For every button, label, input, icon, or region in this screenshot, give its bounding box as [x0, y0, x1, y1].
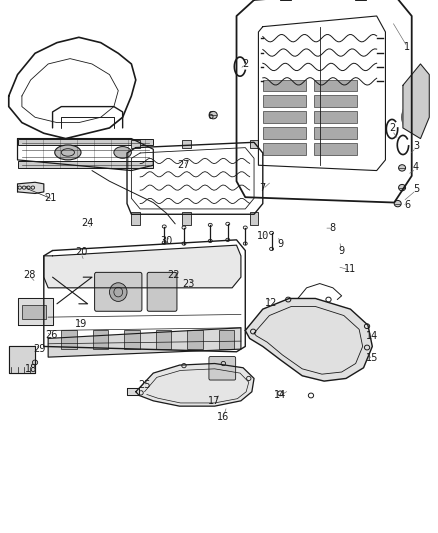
Text: 10: 10 [257, 231, 269, 240]
Bar [93, 330, 108, 349]
Text: 18: 18 [25, 364, 38, 374]
Bar [314, 111, 357, 123]
FancyBboxPatch shape [209, 357, 236, 380]
Polygon shape [245, 298, 372, 381]
Text: 28: 28 [24, 270, 36, 280]
Text: 14: 14 [274, 391, 286, 400]
Bar [263, 79, 306, 92]
Bar [263, 143, 306, 155]
Text: 19: 19 [75, 319, 87, 329]
Text: 17: 17 [208, 396, 221, 406]
Text: 20: 20 [75, 247, 87, 256]
Bar [124, 330, 140, 349]
Text: 9: 9 [277, 239, 283, 249]
Ellipse shape [209, 111, 217, 119]
Polygon shape [403, 64, 429, 139]
Bar [22, 305, 46, 319]
FancyBboxPatch shape [95, 272, 142, 311]
Text: 5: 5 [413, 184, 419, 193]
Ellipse shape [394, 200, 401, 207]
Polygon shape [44, 245, 241, 288]
Text: 22: 22 [167, 270, 179, 280]
Bar [314, 79, 357, 92]
Ellipse shape [399, 184, 406, 191]
Polygon shape [18, 182, 44, 193]
Text: 7: 7 [260, 183, 266, 192]
Text: 4: 4 [413, 163, 419, 172]
Text: 9: 9 [339, 246, 345, 255]
Text: 11: 11 [344, 264, 357, 273]
Text: 3: 3 [413, 141, 419, 151]
Polygon shape [136, 364, 254, 406]
Bar [250, 140, 258, 148]
Text: 23: 23 [182, 279, 194, 288]
Bar [18, 161, 153, 168]
Bar [131, 140, 140, 148]
Bar [263, 111, 306, 123]
Bar [61, 330, 77, 349]
Text: 25: 25 [138, 380, 151, 390]
Polygon shape [48, 328, 241, 357]
Text: 26: 26 [46, 330, 58, 340]
Bar [314, 95, 357, 107]
Polygon shape [9, 346, 35, 373]
Bar [156, 330, 171, 349]
Bar [131, 212, 140, 225]
Text: 6: 6 [207, 111, 213, 121]
Polygon shape [127, 388, 139, 395]
Text: 27: 27 [178, 160, 190, 170]
Bar [250, 212, 258, 225]
Bar [187, 330, 203, 349]
Text: 8: 8 [330, 223, 336, 233]
Ellipse shape [399, 165, 406, 171]
Bar [263, 127, 306, 139]
Text: 12: 12 [265, 298, 278, 308]
Text: 6: 6 [404, 200, 410, 209]
Text: 21: 21 [44, 193, 57, 203]
Text: 14: 14 [366, 331, 378, 341]
Bar [219, 330, 234, 349]
Bar [182, 140, 191, 148]
Text: 1: 1 [404, 42, 410, 52]
Ellipse shape [55, 145, 81, 160]
Bar [18, 139, 153, 145]
Polygon shape [18, 298, 53, 325]
Bar [182, 212, 191, 225]
Ellipse shape [114, 147, 131, 158]
Bar [314, 143, 357, 155]
Bar [263, 95, 306, 107]
Text: 2: 2 [389, 123, 395, 133]
Ellipse shape [402, 104, 417, 131]
Text: 24: 24 [81, 218, 94, 228]
FancyBboxPatch shape [147, 272, 177, 311]
Bar [314, 127, 357, 139]
Ellipse shape [110, 282, 127, 302]
Text: 2: 2 [242, 59, 248, 69]
Text: 15: 15 [366, 353, 378, 363]
Text: 29: 29 [33, 344, 46, 354]
Text: 30: 30 [160, 236, 173, 246]
Ellipse shape [32, 360, 38, 365]
Text: 16: 16 [217, 412, 230, 422]
